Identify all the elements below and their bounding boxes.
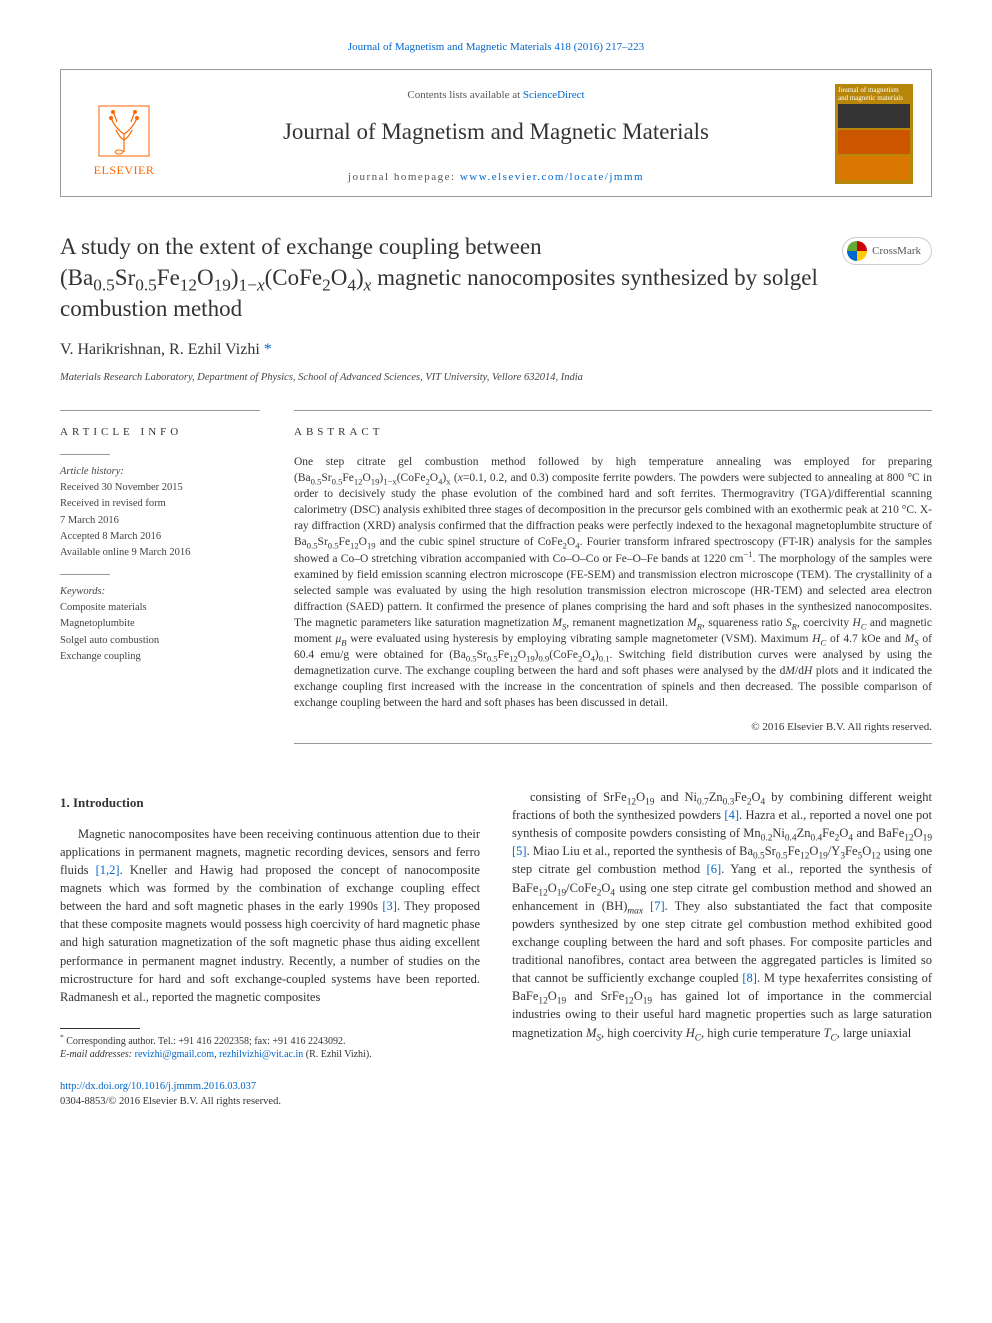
keywords-heading: Keywords:: [60, 585, 260, 599]
contents-prefix: Contents lists available at: [407, 89, 522, 101]
abstract-body: One step citrate gel combustion method f…: [294, 454, 932, 712]
abstract-copyright: © 2016 Elsevier B.V. All rights reserved…: [294, 720, 932, 735]
abstract-column: ABSTRACT One step citrate gel combustion…: [294, 410, 932, 758]
keyword: Composite materials: [60, 601, 260, 615]
journal-cover-thumbnail: Journal of magnetism and magnetic materi…: [835, 84, 913, 184]
email-link[interactable]: rezhilvizhi@vit.ac.in: [219, 1049, 303, 1060]
keyword: Solgel auto combustion: [60, 634, 260, 648]
journal-homepage-line: journal homepage: www.elsevier.com/locat…: [79, 170, 913, 185]
footnote-separator: [60, 1028, 140, 1029]
citation-line: Journal of Magnetism and Magnetic Materi…: [60, 40, 932, 55]
corresponding-line: * Corresponding author. Tel.: +91 416 22…: [60, 1035, 480, 1049]
citation-link[interactable]: Journal of Magnetism and Magnetic Materi…: [348, 41, 644, 53]
article-title: A study on the extent of exchange coupli…: [60, 231, 822, 324]
history-line: Received 30 November 2015: [60, 481, 260, 495]
publisher-name: ELSEVIER: [94, 162, 155, 179]
article-info-column: ARTICLE INFO Article history: Received 3…: [60, 410, 260, 758]
issn-copyright: 0304-8853/© 2016 Elsevier B.V. All right…: [60, 1096, 281, 1107]
affiliation: Materials Research Laboratory, Departmen…: [60, 371, 932, 386]
journal-header: ELSEVIER Contents lists available at Sci…: [60, 69, 932, 197]
cover-title-text: Journal of magnetism and magnetic materi…: [838, 87, 910, 102]
article-body: 1. Introduction Magnetic nanocomposites …: [60, 788, 932, 1062]
crossmark-icon: [847, 241, 867, 261]
homepage-link[interactable]: www.elsevier.com/locate/jmmm: [460, 171, 644, 183]
history-line: Accepted 8 March 2016: [60, 530, 260, 544]
article-info-heading: ARTICLE INFO: [60, 425, 260, 440]
homepage-prefix: journal homepage:: [348, 171, 460, 183]
crossmark-label: CrossMark: [872, 244, 921, 259]
email-line: E-mail addresses: revizhi@gmail.com, rez…: [60, 1048, 480, 1062]
history-line: Received in revised form: [60, 497, 260, 511]
elsevier-tree-icon: [97, 104, 151, 158]
body-paragraph: consisting of SrFe12O19 and Ni0.7Zn0.3Fe…: [512, 788, 932, 1042]
keyword: Magnetoplumbite: [60, 617, 260, 631]
email-link[interactable]: revizhi@gmail.com: [135, 1049, 214, 1060]
page-footer: http://dx.doi.org/10.1016/j.jmmm.2016.03…: [60, 1080, 932, 1109]
publisher-logo[interactable]: ELSEVIER: [79, 88, 169, 178]
corresponding-author-footnote: * Corresponding author. Tel.: +91 416 22…: [60, 1035, 480, 1062]
abstract-heading: ABSTRACT: [294, 425, 932, 440]
section-heading: 1. Introduction: [60, 794, 480, 813]
contents-list-line: Contents lists available at ScienceDirec…: [79, 88, 913, 103]
keyword: Exchange coupling: [60, 650, 260, 664]
history-line: Available online 9 March 2016: [60, 546, 260, 560]
body-paragraph: Magnetic nanocomposites have been receiv…: [60, 825, 480, 1006]
journal-name: Journal of Magnetism and Magnetic Materi…: [79, 116, 913, 148]
crossmark-badge[interactable]: CrossMark: [842, 237, 932, 265]
authors: V. Harikrishnan, R. Ezhil Vizhi *: [60, 339, 932, 361]
history-line: 7 March 2016: [60, 514, 260, 528]
doi-link[interactable]: http://dx.doi.org/10.1016/j.jmmm.2016.03…: [60, 1081, 256, 1092]
sciencedirect-link[interactable]: ScienceDirect: [523, 89, 585, 101]
history-heading: Article history:: [60, 465, 260, 479]
